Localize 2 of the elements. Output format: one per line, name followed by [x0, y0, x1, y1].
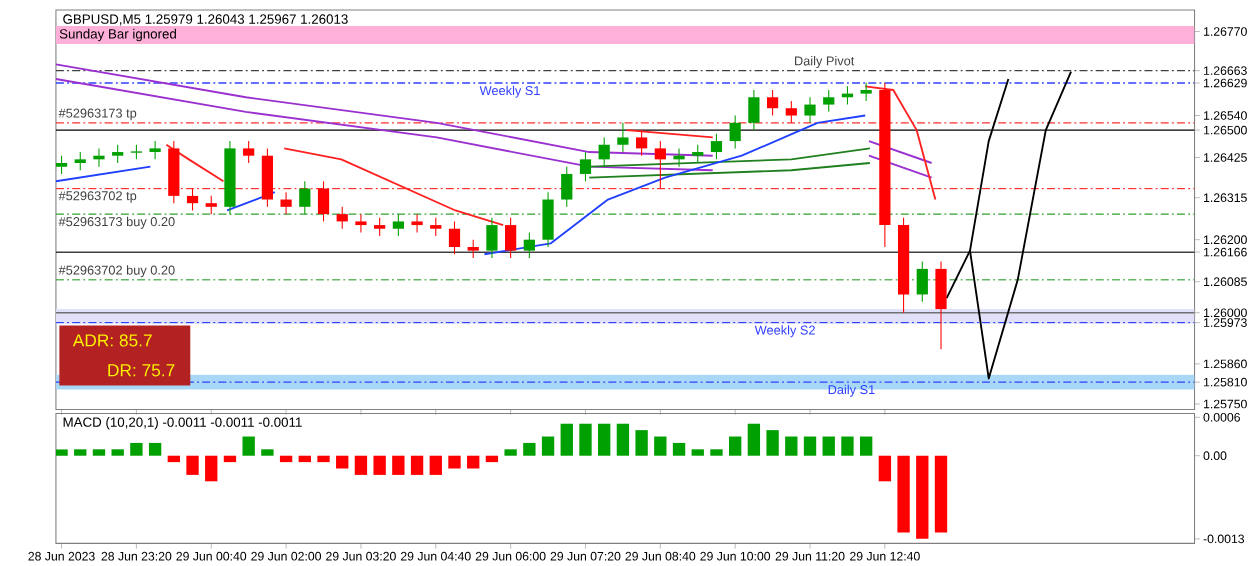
annotation: DR: 75.7	[108, 364, 175, 377]
annotation: ADR: 85.7	[72, 334, 152, 347]
